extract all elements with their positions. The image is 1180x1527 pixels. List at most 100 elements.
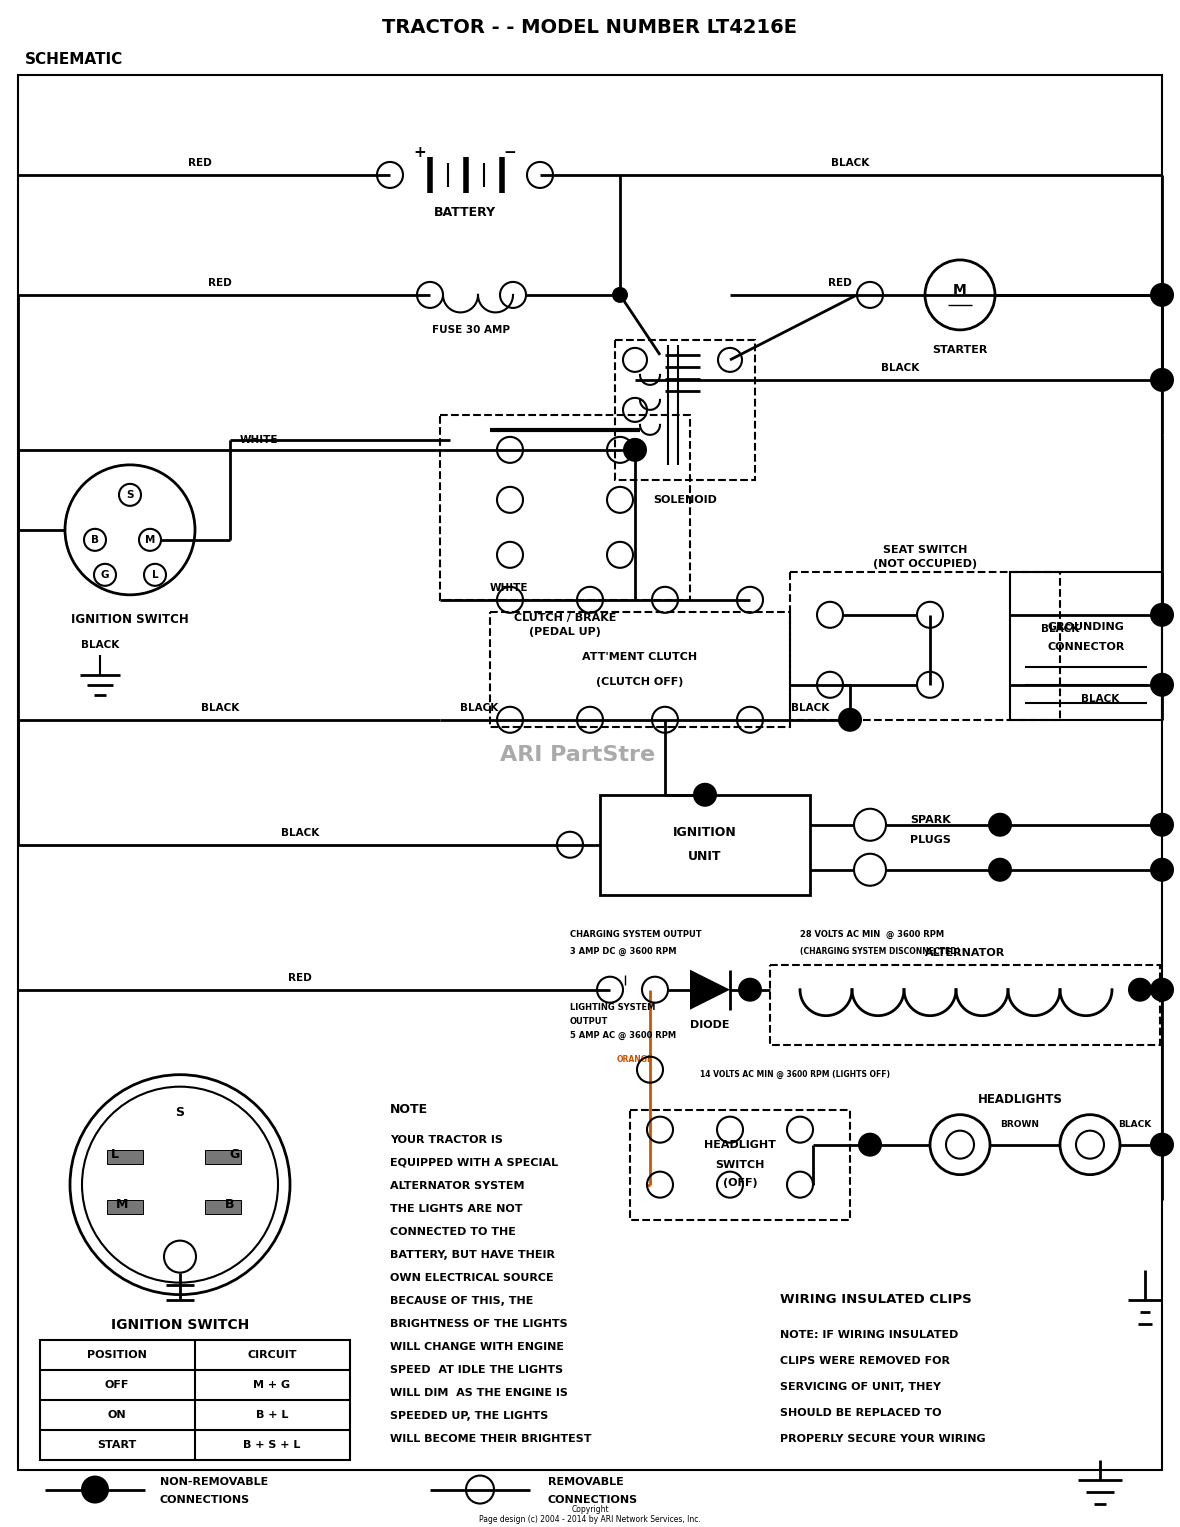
Circle shape — [738, 977, 762, 1002]
Text: −: − — [504, 145, 517, 160]
Bar — [107, 1200, 143, 1214]
Text: THE LIGHTS ARE NOT: THE LIGHTS ARE NOT — [391, 1203, 523, 1214]
Text: RED: RED — [208, 278, 232, 289]
Text: OUTPUT: OUTPUT — [570, 1017, 609, 1026]
Text: ALTERNATOR SYSTEM: ALTERNATOR SYSTEM — [391, 1180, 524, 1191]
Text: 14 VOLTS AC MIN @ 3600 RPM (LIGHTS OFF): 14 VOLTS AC MIN @ 3600 RPM (LIGHTS OFF) — [700, 1070, 890, 1080]
Text: B + S + L: B + S + L — [243, 1440, 301, 1449]
Text: SPARK: SPARK — [910, 815, 951, 825]
Text: CONNECTIONS: CONNECTIONS — [548, 1495, 638, 1504]
Text: SOLENOID: SOLENOID — [653, 495, 717, 505]
Text: CLIPS WERE REMOVED FOR: CLIPS WERE REMOVED FOR — [780, 1356, 950, 1365]
Text: HEADLIGHTS: HEADLIGHTS — [977, 1093, 1062, 1106]
Text: ORANGE: ORANGE — [617, 1055, 653, 1064]
Text: RED: RED — [288, 973, 312, 983]
Text: NOTE: IF WIRING INSULATED: NOTE: IF WIRING INSULATED — [780, 1330, 958, 1339]
Circle shape — [1150, 977, 1174, 1002]
Text: NON-REMOVABLE: NON-REMOVABLE — [160, 1477, 268, 1487]
Text: SPEEDED UP, THE LIGHTS: SPEEDED UP, THE LIGHTS — [391, 1411, 549, 1420]
Text: WHITE: WHITE — [490, 583, 529, 592]
Text: YOUR TRACTOR IS: YOUR TRACTOR IS — [391, 1135, 503, 1145]
Text: CONNECTOR: CONNECTOR — [1048, 641, 1125, 652]
Text: Copyright
Page design (c) 2004 - 2014 by ARI Network Services, Inc.: Copyright Page design (c) 2004 - 2014 by… — [479, 1504, 701, 1524]
Text: WILL BECOME THEIR BRIGHTEST: WILL BECOME THEIR BRIGHTEST — [391, 1434, 591, 1443]
Text: ATT'MENT CLUTCH: ATT'MENT CLUTCH — [583, 652, 697, 661]
Bar — [205, 1150, 241, 1164]
Bar — [630, 1110, 850, 1220]
Text: L: L — [111, 1148, 119, 1161]
Circle shape — [623, 438, 647, 461]
Text: WILL CHANGE WITH ENGINE: WILL CHANGE WITH ENGINE — [391, 1342, 564, 1351]
Text: SERVICING OF UNIT, THEY: SERVICING OF UNIT, THEY — [780, 1382, 940, 1391]
Bar — [490, 612, 789, 727]
Text: DIODE: DIODE — [690, 1020, 729, 1029]
Text: S: S — [126, 490, 133, 499]
Text: (NOT OCCUPIED): (NOT OCCUPIED) — [873, 559, 977, 570]
Circle shape — [1150, 858, 1174, 881]
Text: WIRING INSULATED CLIPS: WIRING INSULATED CLIPS — [780, 1293, 972, 1306]
Text: CONNECTED TO THE: CONNECTED TO THE — [391, 1226, 516, 1237]
Text: POSITION: POSITION — [87, 1350, 148, 1359]
Text: 3 AMP DC @ 3600 RPM: 3 AMP DC @ 3600 RPM — [570, 947, 676, 956]
Text: GROUNDING: GROUNDING — [1048, 621, 1125, 632]
Bar — [615, 341, 755, 479]
Text: BLACK: BLACK — [831, 157, 870, 168]
Text: BECAUSE OF THIS, THE: BECAUSE OF THIS, THE — [391, 1295, 533, 1306]
Bar — [40, 1339, 350, 1460]
Circle shape — [1150, 282, 1174, 307]
Text: PROPERLY SECURE YOUR WIRING: PROPERLY SECURE YOUR WIRING — [780, 1434, 985, 1443]
Text: G: G — [230, 1148, 240, 1161]
Circle shape — [81, 1475, 109, 1504]
Circle shape — [1150, 368, 1174, 392]
Text: NOTE: NOTE — [391, 1102, 428, 1116]
Bar — [107, 1150, 143, 1164]
Text: SWITCH: SWITCH — [715, 1159, 765, 1170]
Text: B + L: B + L — [256, 1409, 288, 1420]
Text: CHARGING SYSTEM OUTPUT: CHARGING SYSTEM OUTPUT — [570, 930, 702, 939]
Text: B: B — [91, 534, 99, 545]
Text: SPEED  AT IDLE THE LIGHTS: SPEED AT IDLE THE LIGHTS — [391, 1365, 563, 1374]
Circle shape — [838, 709, 863, 731]
Circle shape — [988, 812, 1012, 837]
Text: TRACTOR - - MODEL NUMBER LT4216E: TRACTOR - - MODEL NUMBER LT4216E — [382, 18, 798, 38]
Text: SCHEMATIC: SCHEMATIC — [25, 52, 123, 67]
Text: L: L — [152, 570, 158, 580]
Text: REMOVABLE: REMOVABLE — [548, 1477, 624, 1487]
Circle shape — [1150, 673, 1174, 696]
Text: SHOULD BE REPLACED TO: SHOULD BE REPLACED TO — [780, 1408, 942, 1417]
Text: UNIT: UNIT — [688, 851, 722, 863]
Text: IGNITION: IGNITION — [673, 826, 736, 840]
Text: (CLUTCH OFF): (CLUTCH OFF) — [596, 676, 683, 687]
Text: OWN ELECTRICAL SOURCE: OWN ELECTRICAL SOURCE — [391, 1272, 553, 1283]
Text: +: + — [414, 145, 426, 160]
Text: BATTERY: BATTERY — [434, 206, 496, 220]
Bar — [205, 1200, 241, 1214]
Text: BLACK: BLACK — [81, 640, 119, 651]
Circle shape — [1150, 1133, 1174, 1156]
Text: M: M — [116, 1199, 129, 1211]
Text: BLACK: BLACK — [791, 702, 830, 713]
Text: IGNITION SWITCH: IGNITION SWITCH — [111, 1318, 249, 1332]
Circle shape — [858, 1133, 881, 1156]
Text: BLACK: BLACK — [1119, 1121, 1152, 1128]
Text: ON: ON — [107, 1409, 126, 1420]
Text: (PEDAL UP): (PEDAL UP) — [529, 626, 601, 637]
Text: BLACK: BLACK — [1041, 625, 1080, 634]
Circle shape — [1128, 977, 1152, 1002]
Text: M: M — [145, 534, 156, 545]
Polygon shape — [690, 970, 730, 1009]
Text: (OFF): (OFF) — [722, 1177, 758, 1188]
Text: CIRCUIT: CIRCUIT — [248, 1350, 296, 1359]
Text: FUSE 30 AMP: FUSE 30 AMP — [433, 325, 511, 334]
Text: EQUIPPED WITH A SPECIAL: EQUIPPED WITH A SPECIAL — [391, 1157, 558, 1168]
Text: BROWN: BROWN — [1001, 1121, 1040, 1128]
Text: (CHARGING SYSTEM DISCONNECTED): (CHARGING SYSTEM DISCONNECTED) — [800, 947, 961, 956]
Text: OFF: OFF — [105, 1379, 129, 1390]
Text: IGNITION SWITCH: IGNITION SWITCH — [71, 614, 189, 626]
Text: BLACK: BLACK — [1081, 693, 1119, 704]
Circle shape — [1150, 812, 1174, 837]
Circle shape — [988, 858, 1012, 881]
Bar — [771, 965, 1160, 1044]
Text: START: START — [98, 1440, 137, 1449]
Bar — [440, 415, 690, 600]
